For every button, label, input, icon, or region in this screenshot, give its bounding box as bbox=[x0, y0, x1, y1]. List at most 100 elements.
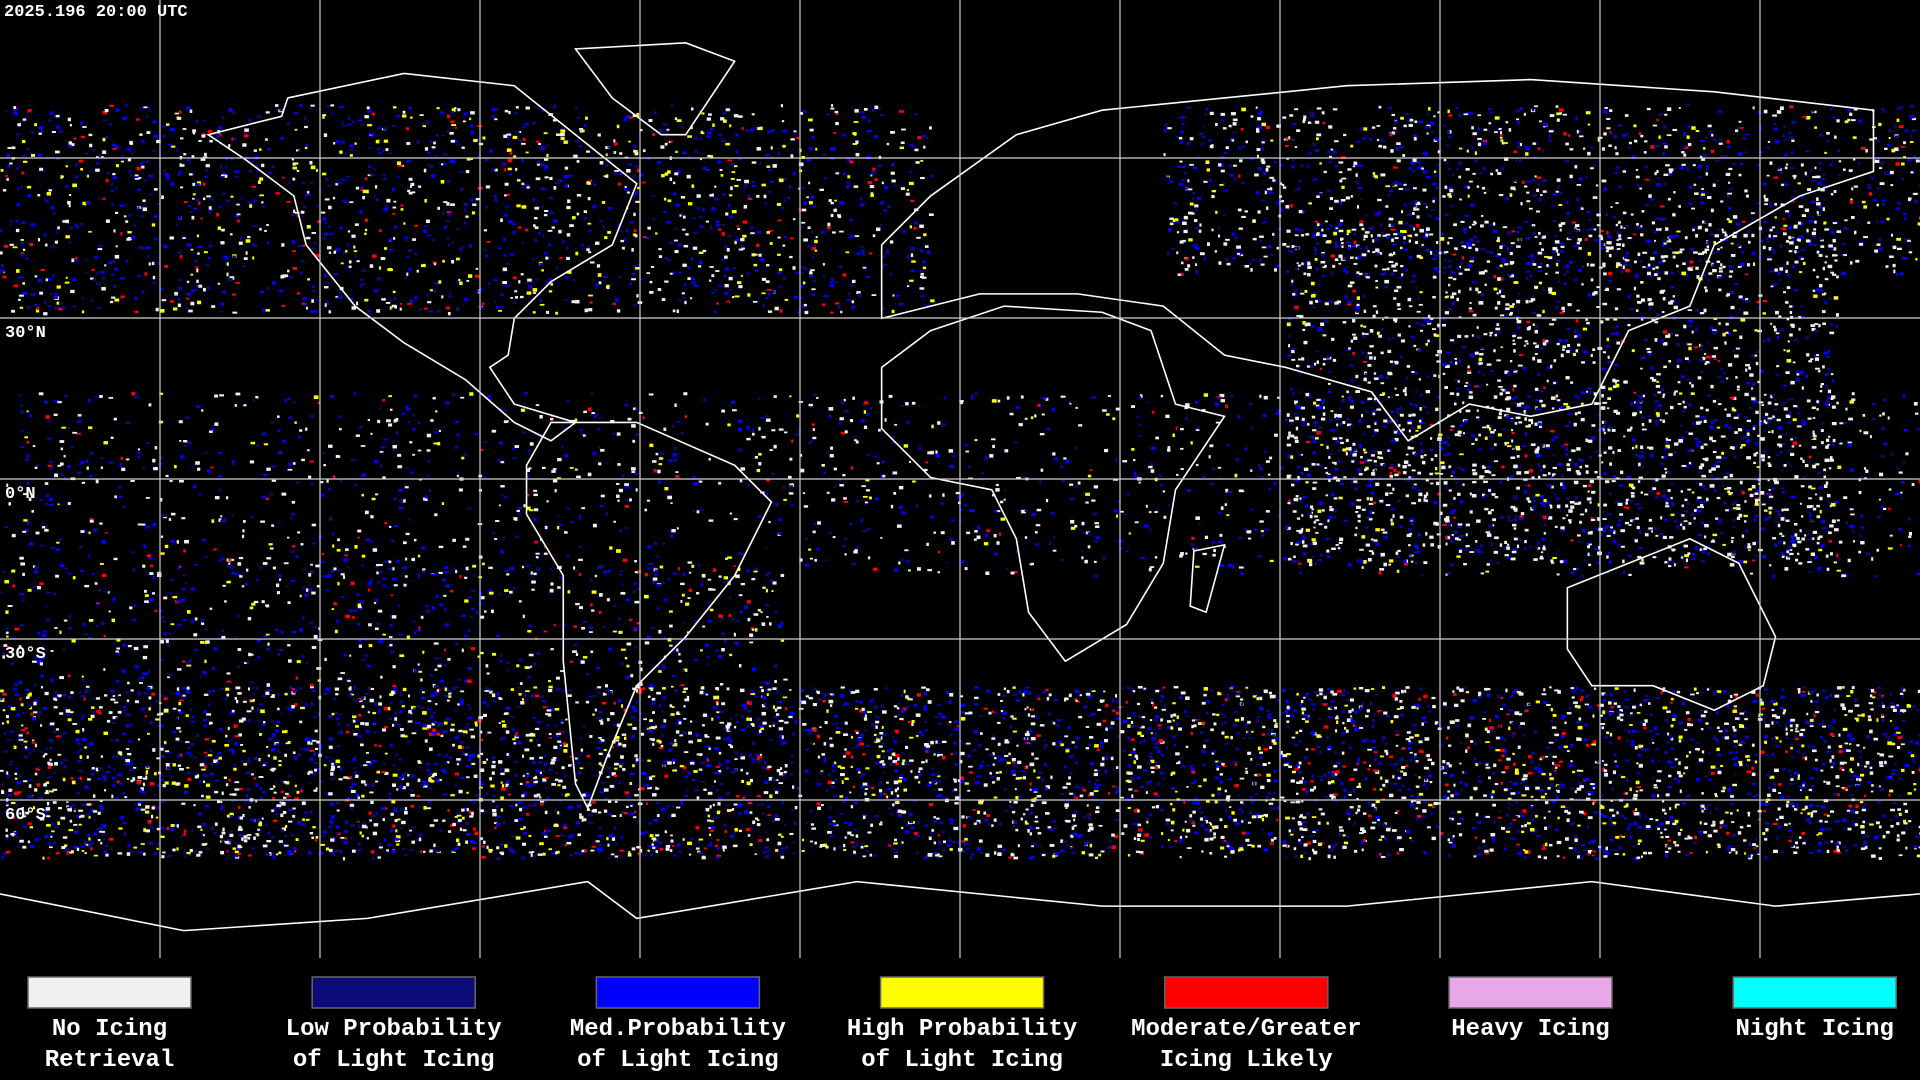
icing-pixel bbox=[523, 693, 527, 697]
icing-pixel bbox=[901, 841, 904, 844]
icing-pixel bbox=[1421, 722, 1425, 726]
icing-pixel bbox=[1283, 839, 1286, 844]
icing-pixel bbox=[1170, 726, 1174, 730]
icing-pixel bbox=[1068, 776, 1071, 780]
icing-pixel bbox=[271, 809, 275, 812]
icing-pixel bbox=[1588, 840, 1593, 845]
icing-pixel bbox=[1628, 790, 1633, 793]
icing-pixel bbox=[147, 822, 152, 826]
icing-pixel bbox=[259, 732, 262, 736]
icing-pixel bbox=[492, 812, 497, 817]
icing-pixel bbox=[537, 743, 541, 747]
icing-pixel bbox=[219, 834, 224, 839]
icing-pixel bbox=[18, 738, 24, 741]
icing-pixel bbox=[1242, 803, 1247, 806]
icing-pixel bbox=[1015, 828, 1019, 832]
icing-pixel bbox=[522, 754, 524, 758]
icing-pixel bbox=[1160, 695, 1165, 699]
icing-pixel bbox=[1475, 762, 1479, 766]
icing-pixel bbox=[1879, 765, 1884, 767]
icing-pixel bbox=[1416, 706, 1419, 710]
icing-pixel bbox=[829, 704, 833, 707]
icing-pixel bbox=[1830, 810, 1835, 813]
icing-pixel bbox=[1063, 698, 1067, 702]
icing-pixel bbox=[754, 817, 759, 820]
icing-pixel bbox=[953, 826, 959, 831]
icing-pixel bbox=[1831, 726, 1835, 730]
icing-pixel bbox=[702, 761, 705, 763]
icing-pixel bbox=[924, 708, 927, 711]
icing-pixel bbox=[1869, 694, 1873, 698]
icing-pixel bbox=[1843, 846, 1846, 849]
icing-pixel bbox=[1235, 694, 1241, 698]
icing-pixel bbox=[1002, 711, 1007, 715]
icing-pixel bbox=[1758, 713, 1764, 718]
icing-pixel bbox=[1522, 777, 1528, 780]
icing-pixel bbox=[783, 770, 787, 774]
icing-pixel bbox=[1843, 761, 1847, 764]
icing-pixel bbox=[909, 759, 914, 762]
icing-pixel bbox=[598, 849, 603, 853]
icing-pixel bbox=[1266, 773, 1271, 777]
icing-pixel bbox=[1305, 790, 1309, 795]
icing-pixel bbox=[1588, 850, 1591, 853]
icing-pixel bbox=[410, 804, 415, 808]
icing-pixel bbox=[224, 744, 229, 747]
icing-pixel bbox=[350, 789, 356, 794]
icing-pixel bbox=[1849, 768, 1853, 772]
icing-pixel bbox=[1864, 765, 1868, 768]
icing-pixel bbox=[1883, 763, 1889, 766]
icing-pixel bbox=[1785, 732, 1788, 736]
icing-pixel bbox=[1448, 764, 1452, 768]
icing-pixel bbox=[878, 745, 883, 748]
icing-pixel bbox=[1800, 728, 1806, 732]
icing-pixel bbox=[92, 794, 96, 798]
icing-pixel bbox=[1834, 694, 1840, 698]
icing-pixel bbox=[576, 804, 581, 808]
icing-pixel bbox=[387, 843, 392, 847]
icing-pixel bbox=[758, 729, 762, 733]
icing-pixel bbox=[117, 751, 122, 755]
icing-pixel bbox=[393, 810, 399, 813]
icing-pixel bbox=[1074, 809, 1078, 813]
icing-pixel bbox=[993, 818, 997, 822]
icing-pixel bbox=[1604, 763, 1608, 766]
icing-pixel bbox=[598, 719, 603, 722]
icing-pixel bbox=[32, 806, 36, 810]
icing-pixel bbox=[1233, 818, 1237, 822]
icing-pixel bbox=[1070, 834, 1074, 838]
icing-pixel bbox=[1576, 769, 1581, 772]
icing-pixel bbox=[1426, 826, 1431, 829]
icing-pixel bbox=[709, 804, 712, 809]
icing-pixel bbox=[369, 819, 372, 822]
icing-pixel bbox=[1886, 776, 1892, 780]
icing-pixel bbox=[853, 801, 858, 805]
icing-pixel bbox=[1843, 728, 1847, 731]
icing-pixel bbox=[216, 762, 219, 765]
icing-pixel bbox=[756, 840, 760, 843]
icing-pixel bbox=[292, 807, 296, 810]
icing-pixel bbox=[1401, 765, 1406, 769]
icing-pixel bbox=[355, 793, 360, 797]
icing-pixel bbox=[78, 823, 82, 826]
icing-pixel bbox=[968, 765, 973, 768]
icing-pixel bbox=[1125, 797, 1129, 801]
icing-pixel bbox=[1240, 698, 1244, 701]
icing-pixel bbox=[1478, 695, 1482, 699]
icing-pixel bbox=[28, 784, 32, 788]
icing-pixel bbox=[1809, 803, 1813, 808]
icing-pixel bbox=[902, 778, 907, 782]
icing-pixel bbox=[1739, 826, 1744, 829]
icing-pixel bbox=[1217, 692, 1222, 696]
icing-pixel bbox=[611, 772, 616, 776]
icing-pixel bbox=[201, 832, 204, 836]
icing-pixel bbox=[424, 739, 428, 743]
icing-pixel bbox=[1840, 704, 1845, 707]
icing-pixel bbox=[392, 808, 398, 812]
icing-pixel bbox=[720, 772, 723, 775]
icing-pixel bbox=[1664, 812, 1667, 815]
icing-pixel bbox=[741, 704, 746, 708]
icing-pixel bbox=[12, 816, 15, 820]
icing-pixel bbox=[821, 804, 824, 807]
icing-pixel bbox=[1358, 708, 1363, 711]
